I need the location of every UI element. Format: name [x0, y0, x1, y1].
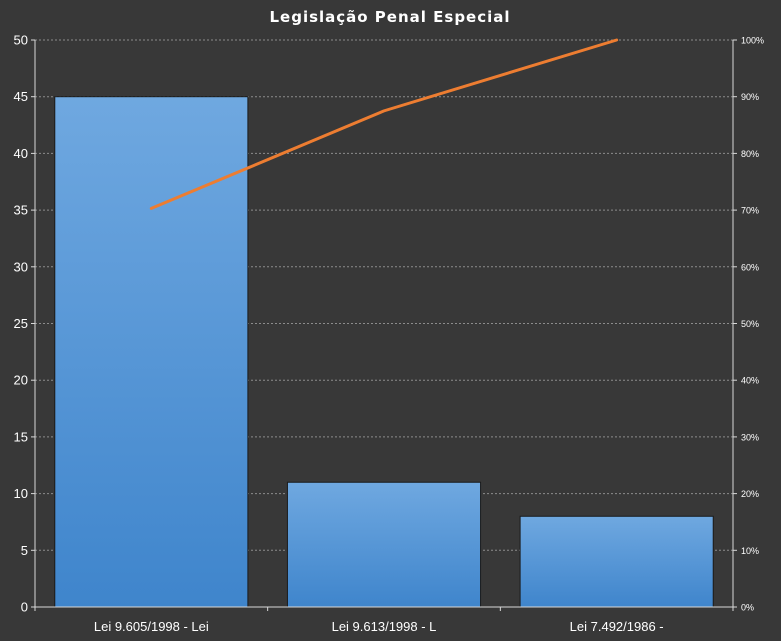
bar	[519, 515, 714, 608]
left-tick-label: 5	[21, 543, 28, 558]
bar-series	[54, 96, 714, 608]
left-tick-label: 10	[14, 486, 28, 501]
cumulative-line	[149, 38, 619, 210]
right-axis-ticks: 0% 10% 20% 30% 40% 50% 60% 70% 80% 90% 100%	[741, 36, 764, 613]
left-axis-ticks: 0 5 10 15 20 25 30 35 40 45 50	[14, 33, 28, 615]
chart-title: Legislação Penal Especial	[269, 8, 510, 26]
right-tick-label: 70%	[741, 206, 759, 216]
category-labels: Lei 9.605/1998 - Lei Lei 9.613/1998 - L Le…	[94, 619, 664, 634]
right-tick-label: 100%	[741, 36, 764, 46]
category-label: Lei 9.605/1998 - Lei	[94, 619, 209, 634]
category-label: Lei 7.492/1986 -	[570, 619, 664, 634]
left-tick-label: 40	[14, 146, 28, 161]
bar	[54, 96, 249, 608]
cumulative-line-series	[149, 38, 619, 210]
left-tick-label: 50	[14, 33, 28, 48]
left-tick-label: 45	[14, 89, 28, 104]
right-tick-label: 30%	[741, 432, 759, 442]
left-tick-label: 35	[14, 203, 28, 218]
right-tick-label: 90%	[741, 92, 759, 102]
right-tick-label: 80%	[741, 149, 759, 159]
left-tick-label: 20	[14, 373, 28, 388]
axes	[31, 39, 737, 611]
left-tick-label: 25	[14, 316, 28, 331]
bar	[286, 481, 482, 608]
left-tick-label: 30	[14, 259, 28, 274]
category-label: Lei 9.613/1998 - L	[332, 619, 437, 634]
right-tick-label: 0%	[741, 603, 754, 613]
right-tick-label: 50%	[741, 319, 759, 329]
right-tick-label: 60%	[741, 262, 759, 272]
right-tick-label: 40%	[741, 376, 759, 386]
left-tick-label: 15	[14, 429, 28, 444]
right-tick-label: 10%	[741, 546, 759, 556]
left-tick-label: 0	[21, 600, 28, 615]
right-tick-label: 20%	[741, 489, 759, 499]
